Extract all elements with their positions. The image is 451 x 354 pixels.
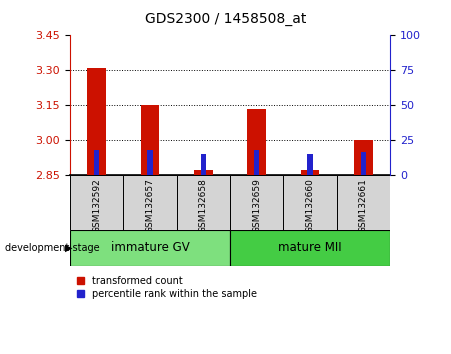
Bar [308,154,313,176]
Bar [177,176,230,230]
Bar [283,176,337,230]
Bar [123,176,177,230]
Text: GSM132657: GSM132657 [146,178,154,233]
Bar [87,68,106,176]
Bar [230,176,283,230]
Bar [94,150,99,176]
Text: GSM132660: GSM132660 [306,178,314,233]
Bar [147,150,152,176]
Text: development stage: development stage [5,243,99,253]
Bar [70,230,230,266]
Text: GSM132658: GSM132658 [199,178,208,233]
Text: ▶: ▶ [65,243,73,253]
Bar [247,109,266,176]
Bar [230,230,390,266]
Bar [70,176,123,230]
Bar [141,105,159,176]
Bar [361,152,366,176]
Bar [254,150,259,176]
Legend: transformed count, percentile rank within the sample: transformed count, percentile rank withi… [75,274,259,301]
Text: GSM132661: GSM132661 [359,178,368,233]
Bar [201,154,206,176]
Bar [337,176,390,230]
Text: GDS2300 / 1458508_at: GDS2300 / 1458508_at [145,12,306,27]
Bar [354,141,373,176]
Text: mature MII: mature MII [278,241,342,255]
Bar [194,170,213,176]
Bar [301,170,319,176]
Text: GSM132659: GSM132659 [252,178,261,233]
Text: GSM132592: GSM132592 [92,178,101,233]
Text: immature GV: immature GV [110,241,189,255]
